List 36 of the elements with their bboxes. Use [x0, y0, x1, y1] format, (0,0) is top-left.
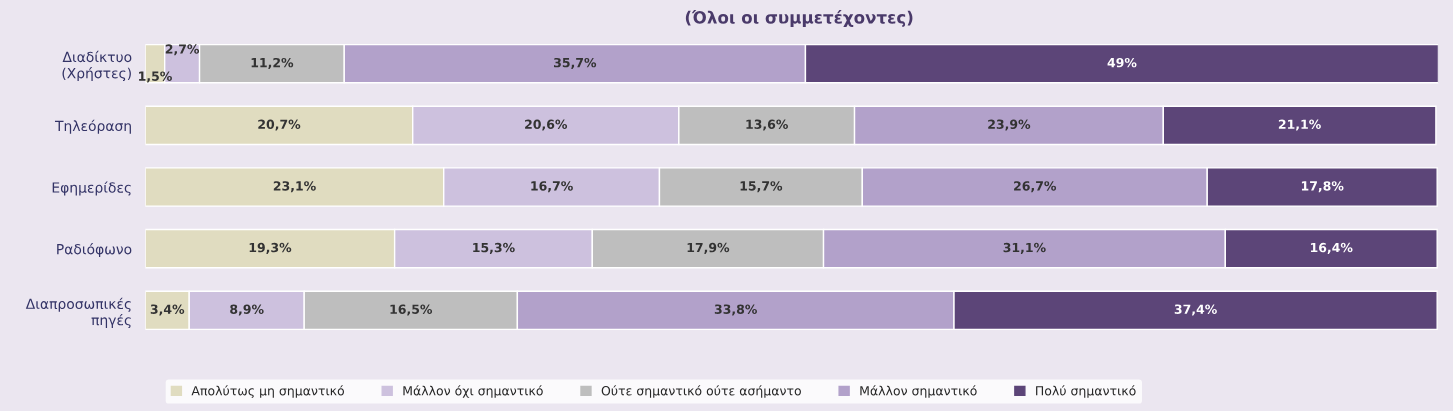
- data-label: 2,7%: [165, 44, 200, 56]
- legend-label: Πολύ σημαντικό: [1036, 385, 1136, 398]
- data-label: 21,1%: [1278, 119, 1321, 131]
- data-label: 17,9%: [687, 242, 730, 254]
- data-label: 15,7%: [740, 181, 783, 193]
- data-label: 17,8%: [1301, 181, 1344, 193]
- data-label: 23,1%: [273, 181, 316, 193]
- data-label: 20,7%: [258, 119, 301, 131]
- y-tick-label: Διαπροσωπικές πηγές: [25, 297, 131, 329]
- data-label: 1,5%: [139, 71, 172, 83]
- data-label: 35,7%: [554, 57, 597, 69]
- data-label: 16,4%: [1310, 242, 1353, 254]
- y-tick-label: Διαδίκτυο (Χρήστες): [62, 50, 132, 82]
- data-label: 23,9%: [988, 119, 1031, 131]
- data-label: 11,2%: [251, 57, 294, 69]
- data-label: 19,3%: [249, 242, 292, 254]
- legend-label: Απολύτως μη σημαντικό: [191, 385, 345, 398]
- y-tick-label: Τηλεόραση: [54, 119, 131, 134]
- y-tick-label: Εφημερίδες: [52, 181, 131, 196]
- legend-label: Ούτε σημαντικό ούτε ασήμαντο: [601, 385, 801, 398]
- chart-title: (Όλοι οι συμμετέχοντες): [685, 10, 913, 27]
- data-label: 26,7%: [1014, 181, 1057, 193]
- data-label: 8,9%: [230, 304, 264, 316]
- data-label: 13,6%: [746, 119, 788, 131]
- data-label: 3,4%: [150, 304, 185, 316]
- data-label: 15,3%: [473, 242, 515, 254]
- data-label: 20,6%: [525, 119, 568, 131]
- data-label: 33,8%: [714, 304, 757, 316]
- legend-label: Μάλλον όχι σημαντικό: [403, 385, 543, 398]
- data-label: 37,4%: [1174, 304, 1217, 316]
- data-label: 16,5%: [390, 304, 433, 316]
- data-label: 49%: [1107, 57, 1137, 68]
- data-label: 16,7%: [531, 181, 573, 193]
- data-label: 31,1%: [1003, 242, 1046, 254]
- legend-label: Μάλλον σημαντικό: [860, 385, 977, 398]
- y-tick-label: Ραδιόφωνο: [57, 243, 132, 258]
